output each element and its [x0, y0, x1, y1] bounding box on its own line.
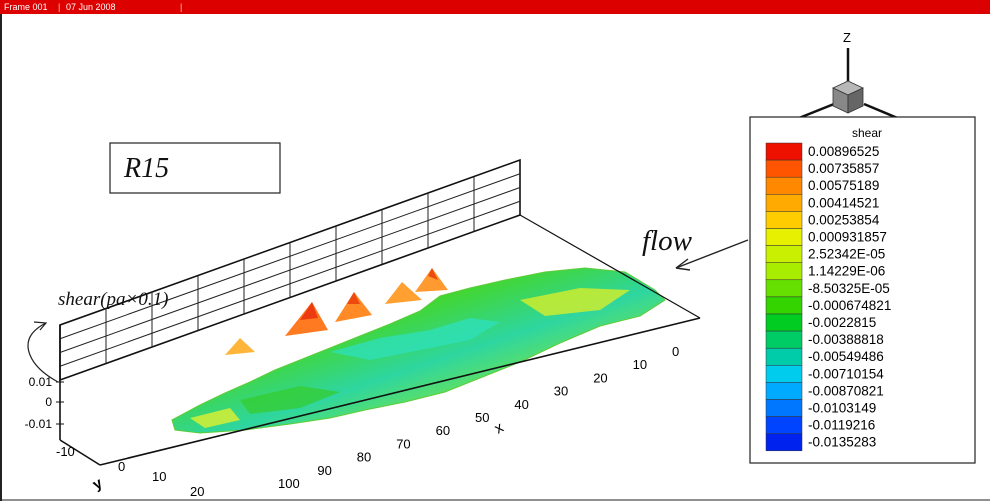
shear-peak-3: [335, 292, 372, 322]
legend-swatch: [765, 313, 803, 332]
legend-swatch: [765, 296, 803, 315]
legend-swatch: [765, 194, 803, 212]
legend-swatch: [765, 142, 803, 161]
legend-swatch: [765, 382, 803, 400]
legend-swatch: [765, 176, 803, 195]
legend-swatch: [765, 399, 803, 417]
x-axis-label: x: [492, 419, 507, 438]
window-left-border: [0, 14, 2, 501]
flow-label: flow: [642, 225, 693, 257]
x-tick-label: 30: [554, 384, 568, 399]
legend-level-label: 0.000931857: [808, 230, 887, 245]
x-tick-label: 40: [514, 397, 528, 412]
surface-patch-green: [240, 386, 340, 414]
legend-swatch: [765, 330, 803, 349]
title-label-text: R15: [123, 153, 169, 184]
legend-level-label: -0.0022815: [808, 315, 876, 330]
legend-swatch: [765, 245, 803, 263]
y-axis-line: [59, 439, 101, 466]
floor-right-edge: [519, 214, 701, 319]
legend-level-label: -0.00870821: [808, 383, 884, 398]
legend-swatch: [765, 433, 803, 452]
shear-peak-5-shade: [428, 268, 438, 280]
x-axis-line: [99, 317, 701, 466]
title-label-box: R15: [109, 142, 281, 194]
legend-level-label: -0.00388818: [808, 332, 884, 347]
shear-peak-2-shade: [300, 302, 318, 320]
triad-z-label: Z: [843, 30, 851, 45]
frame-title-bar: Frame 001 | 07 Jun 2008 |: [0, 0, 990, 14]
legend-swatch: [765, 365, 803, 383]
legend-level-label: 0.00896525: [808, 144, 879, 159]
legend-swatch: [765, 211, 803, 229]
legend-level-label: -0.0119216: [808, 418, 875, 433]
legend-level-label: 0.00253854: [808, 212, 880, 227]
x-tick-label: 80: [357, 450, 371, 465]
legend-level-label: -0.00549486: [808, 349, 884, 364]
legend-level-label: -0.000674821: [808, 298, 891, 313]
x-tick-label: 10: [633, 357, 647, 372]
x-tick-label: 20: [593, 370, 607, 385]
y-axis-label: y: [90, 474, 106, 493]
legend-level-label: -0.0135283: [808, 435, 876, 450]
shear-peak-1: [225, 338, 255, 355]
z-tick-label: -0.01: [25, 417, 53, 431]
legend-swatch: [765, 347, 803, 366]
flow-arrow: [675, 239, 749, 271]
legend-swatch: [765, 416, 803, 434]
shear-annotation-arrow: [27, 322, 59, 383]
surface-patch-cyan: [330, 318, 500, 360]
color-legend: shear 0.00896525 0.00735857 0.00575189 0.00…: [749, 116, 976, 464]
y-axis-ticks: -10 0 10 20: [56, 444, 204, 499]
legend-level-label: 2.52342E-05: [808, 247, 885, 262]
x-axis-ticks: 0 10 20 30 40 50 60 70 80 90 100: [278, 344, 679, 491]
surface-patch-yellow: [520, 288, 630, 316]
legend-swatch: [765, 228, 803, 246]
wall-grid-line: [59, 200, 521, 367]
y-tick-label: 20: [190, 484, 204, 499]
legend-title: shear: [852, 126, 882, 140]
z-tick-label: 0: [45, 395, 52, 409]
legend-level-label: -0.0103149: [808, 401, 876, 416]
legend-swatch: [765, 279, 803, 298]
shear-peak-4: [385, 282, 422, 304]
z-axis-ticks: 0.01 0 -0.01: [25, 375, 64, 431]
x-tick-label: 60: [436, 423, 450, 438]
legend-level-label: 1.14229E-06: [808, 264, 885, 279]
legend-level-label: -8.50325E-05: [808, 281, 890, 296]
legend-swatch: [765, 159, 803, 178]
y-tick-label: 0: [118, 459, 125, 474]
date-label: 07 Jun 2008: [66, 2, 116, 12]
wall-grid-line: [59, 187, 521, 353]
x-tick-label: 70: [396, 436, 410, 451]
x-tick-label: 0: [672, 344, 679, 359]
wall-grid-line: [59, 173, 521, 340]
shear-surface: [171, 267, 666, 434]
frame-label: Frame 001: [4, 2, 48, 12]
legend-level-label: 0.00575189: [808, 178, 879, 193]
legend-level-label: 0.00735857: [808, 161, 879, 176]
surface-patch-yellow-2: [190, 408, 240, 428]
shear-axis-annotation: shear(pa×0.1): [58, 289, 168, 310]
x-tick-label: 100: [278, 476, 300, 491]
y-tick-label: 10: [152, 469, 166, 484]
shear-peak-5: [415, 268, 448, 292]
y-tick-label: -10: [56, 444, 75, 459]
legend-level-label: 0.00414521: [808, 195, 879, 210]
x-tick-label: 90: [317, 463, 331, 478]
x-tick-label: 50: [475, 410, 489, 425]
z-tick-label: 0.01: [29, 375, 53, 389]
legend-swatch: [765, 262, 803, 281]
shear-peak-3-shade: [347, 292, 360, 304]
legend-level-label: -0.00710154: [808, 366, 884, 381]
